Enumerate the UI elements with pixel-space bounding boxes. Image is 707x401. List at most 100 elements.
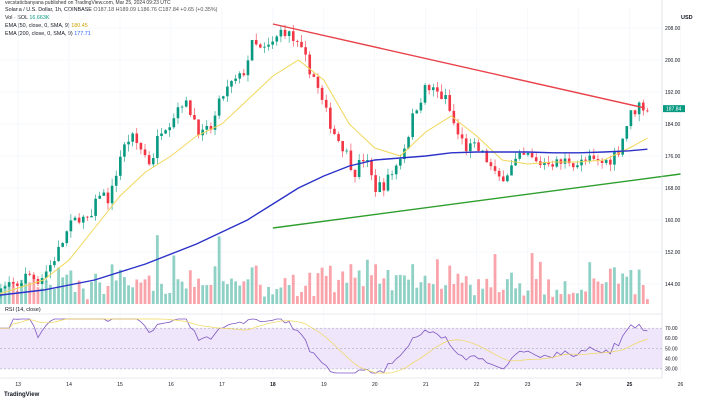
publisher-caption: vecstaticbanyana published on TradingVie… <box>5 0 171 6</box>
candle <box>522 152 526 155</box>
time-tick-label: 17 <box>219 382 225 388</box>
volume-bar <box>518 283 522 304</box>
volume-bar <box>407 279 410 304</box>
volume-bar <box>501 289 505 304</box>
volume-bar <box>85 299 89 304</box>
candle <box>193 114 196 120</box>
candle <box>205 125 209 130</box>
time-tick-label: 16 <box>168 382 174 388</box>
volume-bar <box>534 279 538 304</box>
volume-bar <box>510 272 513 304</box>
volume-bar <box>468 284 472 304</box>
time-tick-label: 21 <box>423 382 429 388</box>
candle <box>156 135 159 159</box>
volume-bar <box>275 289 279 304</box>
candle <box>324 99 328 108</box>
rsi-tick-label: 70.00 <box>665 326 678 332</box>
candle <box>419 102 423 111</box>
last-price-tag <box>663 105 685 113</box>
candle <box>580 159 583 166</box>
candle <box>123 144 126 157</box>
candle <box>386 174 390 191</box>
volume-bar <box>73 292 77 304</box>
volume-bar <box>440 288 443 304</box>
rsi-legend[interactable]: RSI (14, close) <box>5 307 41 313</box>
candle <box>147 155 151 165</box>
volume-bar <box>131 287 135 304</box>
candle <box>333 128 336 135</box>
candle <box>263 46 266 48</box>
volume-label: Vol · SOL <box>5 15 28 21</box>
volume-bar <box>81 288 85 304</box>
volume-bar <box>543 294 546 304</box>
candle <box>382 182 386 191</box>
volume-bar <box>94 273 98 304</box>
candle <box>73 217 77 221</box>
candle <box>69 220 73 232</box>
candle <box>308 54 312 75</box>
volume-bar <box>357 270 361 304</box>
volume-bar <box>567 294 571 304</box>
volume-legend[interactable]: Vol · SOL 16.663K <box>5 15 49 22</box>
volume-bar <box>98 282 102 304</box>
candle <box>32 274 36 279</box>
volume-bar <box>201 285 205 304</box>
candle <box>320 87 324 100</box>
candle <box>94 198 97 216</box>
candle <box>613 151 616 165</box>
candle <box>3 286 7 289</box>
candle <box>98 195 102 199</box>
volume-bar <box>637 269 641 304</box>
ohlc-values: O187.18 H189.09 L186.76 C187.84 +0.65 (+… <box>93 7 218 13</box>
volume-bar <box>209 284 213 304</box>
candle <box>510 165 513 176</box>
volume-bar <box>225 284 229 304</box>
rsi-tick-label: 60.00 <box>665 336 678 342</box>
candle <box>641 102 645 111</box>
time-tick-label: 14 <box>66 382 72 388</box>
symbol-legend[interactable]: Solana / U.S. Dollar, 1h, COINBASE O187.… <box>5 7 217 14</box>
candle <box>576 165 579 168</box>
volume-bar <box>382 278 386 304</box>
volume-bar <box>514 288 518 304</box>
ema200-value: 177.71 <box>74 31 91 37</box>
candle <box>287 31 291 37</box>
candle <box>106 192 110 204</box>
ema200-legend[interactable]: EMA (200, close, 0, SMA, 9) 177.71 <box>5 31 91 38</box>
candle <box>444 95 447 100</box>
candle <box>592 155 596 159</box>
volume-bar <box>48 284 52 304</box>
volume-bar <box>242 281 246 304</box>
volume-bar <box>24 283 28 304</box>
volume-bar <box>365 259 369 304</box>
price-tick-label: 200.00 <box>665 58 681 64</box>
candle <box>349 150 353 170</box>
volume-bar <box>193 286 196 304</box>
volume-bar <box>411 264 415 304</box>
volume-bar <box>435 259 439 304</box>
candle <box>217 98 221 116</box>
volume-bar <box>522 295 526 304</box>
candle <box>415 110 419 114</box>
ema50-legend[interactable]: EMA (50, close, 0, SMA, 9) 180.45 <box>5 23 88 30</box>
volume-bar <box>452 284 456 304</box>
rsi-ma-line <box>0 318 648 374</box>
candle <box>102 192 106 196</box>
candle <box>452 110 456 124</box>
volume-bar <box>415 287 419 304</box>
volume-bar <box>234 281 238 304</box>
volume-bar <box>180 281 184 304</box>
volume-bar <box>390 290 394 304</box>
volume-bar <box>448 265 452 304</box>
candle <box>184 100 188 107</box>
candle <box>464 138 468 152</box>
volume-bar <box>481 288 485 304</box>
candle <box>551 164 554 167</box>
time-tick-label: 15 <box>117 382 123 388</box>
candle <box>65 231 69 244</box>
candle <box>588 155 592 161</box>
candle <box>501 176 505 182</box>
candle <box>283 29 287 37</box>
time-tick-label: 24 <box>576 382 582 388</box>
